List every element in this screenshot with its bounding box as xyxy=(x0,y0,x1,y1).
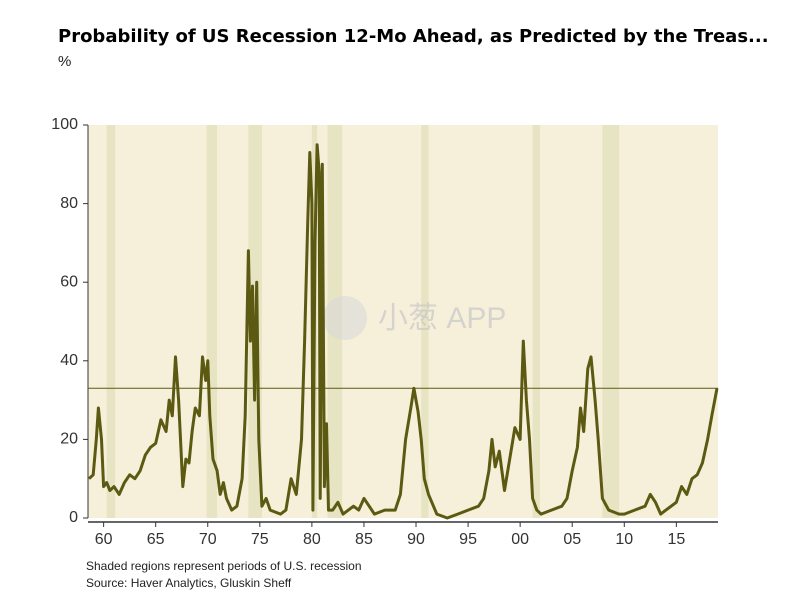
y-tick-label: 100 xyxy=(51,116,78,133)
note: Shaded regions represent periods of U.S.… xyxy=(86,559,362,573)
recession-band xyxy=(532,125,540,518)
y-tick-label: 80 xyxy=(60,195,78,212)
x-tick-label: 65 xyxy=(147,531,165,548)
note: Source: Haver Analytics, Gluskin Sheff xyxy=(86,576,292,590)
watermark-logo xyxy=(323,296,367,340)
chart-title: Probability of US Recession 12-Mo Ahead,… xyxy=(58,26,769,47)
x-tick-label: 10 xyxy=(615,531,633,548)
x-tick-label: 85 xyxy=(355,531,373,548)
x-tick-label: 90 xyxy=(407,531,425,548)
series-line xyxy=(87,143,719,520)
y-tick-label: 20 xyxy=(60,431,78,448)
x-tick-label: 15 xyxy=(667,531,685,548)
x-tick-label: 80 xyxy=(303,531,321,548)
y-tick-label: 0 xyxy=(69,509,78,526)
recession-band xyxy=(206,125,218,518)
y-tick-label: 60 xyxy=(60,273,78,290)
recession-band xyxy=(421,125,429,518)
x-tick-label: 00 xyxy=(511,531,529,548)
recession-band xyxy=(602,125,620,518)
x-tick-label: 95 xyxy=(459,531,477,548)
x-tick-label: 70 xyxy=(199,531,217,548)
unit-label: % xyxy=(58,53,71,70)
watermark: 小葱 APP xyxy=(378,302,506,335)
x-tick-label: 60 xyxy=(95,531,113,548)
y-tick-label: 40 xyxy=(60,352,78,369)
x-tick-label: 05 xyxy=(563,531,581,548)
recession-band xyxy=(106,125,116,518)
x-tick-label: 75 xyxy=(251,531,269,548)
